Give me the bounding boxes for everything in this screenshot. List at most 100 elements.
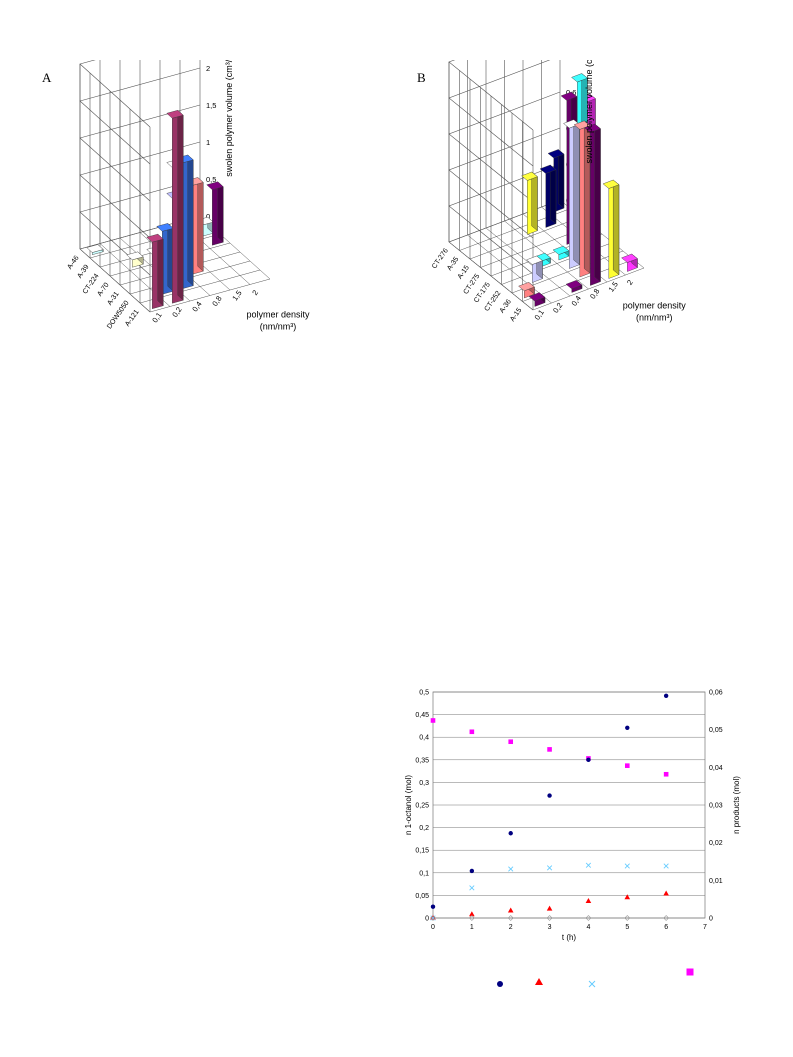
bar: [552, 245, 570, 261]
data-point: [625, 725, 630, 730]
gridline: [79, 104, 201, 202]
data-point: [469, 729, 475, 735]
x-tick-label: 0: [431, 924, 435, 931]
density-tick-label: 0,8: [588, 287, 601, 301]
y-tick-label: 0,05: [415, 893, 429, 900]
bar: [86, 244, 104, 255]
bar-top: [521, 171, 538, 181]
y-tick-label: 0,35: [415, 757, 429, 764]
bar-top: [528, 292, 546, 302]
z-tick-label: 2: [206, 64, 210, 73]
series-tick-label: A-36: [499, 298, 513, 314]
floor-line: [79, 248, 151, 313]
bar-top: [166, 110, 184, 119]
data-point: [468, 915, 475, 921]
data-point: [469, 868, 475, 874]
series-tick-label: A-15: [457, 264, 471, 280]
x-axis-label-line1: polymer density: [623, 301, 687, 311]
bar-side: [549, 164, 557, 225]
bar-side: [594, 123, 601, 283]
legend-marker: [535, 978, 543, 985]
bar-side: [573, 119, 580, 266]
data-point: [663, 693, 669, 698]
gridline: [79, 67, 201, 165]
gridline: [79, 178, 201, 276]
data-point: [430, 915, 436, 921]
y2-axis-label: n products (mol): [732, 776, 741, 834]
bar: [602, 179, 620, 279]
data-point: [546, 865, 553, 871]
series-cross: [430, 862, 669, 921]
gridline: [448, 91, 561, 203]
y-axis-label: n 1-octanol (mol): [404, 775, 413, 835]
bar: [563, 119, 580, 269]
floor-line: [448, 199, 561, 243]
bar-top: [552, 245, 570, 255]
bar-side: [177, 109, 184, 301]
z-tick-label: 0,5: [206, 175, 216, 184]
y-tick-label: 0,4: [419, 735, 429, 742]
bar-top: [86, 244, 104, 253]
z-tick-label: 1: [206, 138, 210, 147]
data-point: [663, 915, 670, 921]
y2-tick-label: 0,03: [709, 803, 723, 810]
x-tick-label: 7: [703, 924, 707, 931]
chart-b-svg: 00,20,40,60,810,10,20,40,81,52A-15A-36CT…: [417, 16, 687, 323]
data-point: [547, 747, 552, 752]
z-tick-label: 1,5: [206, 101, 216, 110]
bar-side: [187, 154, 194, 287]
x-tick-label: 6: [664, 924, 668, 931]
z-tick-label: 0: [206, 212, 210, 221]
z-axis-label: swolen polymer volume (cm³/g): [584, 60, 594, 164]
y-tick-label: 0,3: [419, 780, 429, 787]
x-axis-label-line2: (nm/nm³): [636, 313, 673, 323]
data-point: [430, 915, 436, 921]
panel-label: B: [417, 70, 426, 85]
bar: [166, 109, 184, 304]
density-tick-label: 1,5: [230, 289, 243, 303]
series-tick-label: A-121: [124, 309, 141, 328]
bar: [176, 154, 194, 289]
bar-top: [526, 255, 543, 265]
chart-a: 00,511,522,50,10,20,40,81,52A-121DOW5050…: [30, 27, 390, 360]
bar-top: [602, 179, 620, 189]
bar: [565, 279, 583, 293]
floor-line: [532, 267, 645, 311]
series-tick-label: A-39: [76, 264, 90, 280]
series-triangle: [430, 890, 669, 920]
bar: [621, 253, 638, 272]
scatter-chart: 0 0,05 0,1 0,15 0,2 0,25 0,3 0,35 0,4 0,45 0,5 0 0,0…: [395, 680, 765, 1010]
data-point: [546, 915, 553, 921]
gridline: [448, 163, 561, 275]
y2-tick-label: 0,04: [709, 765, 723, 772]
x-tick-label: 1: [470, 924, 474, 931]
y-tick-label: 0,5: [419, 690, 429, 697]
y2-tick-label: 0,02: [709, 840, 723, 847]
bar: [206, 181, 224, 246]
x-axis-label-line2: (nm/nm³): [260, 321, 297, 331]
bar-top: [584, 123, 601, 133]
density-tick-label: 0,4: [570, 294, 583, 308]
bar: [539, 164, 557, 228]
density-tick-label: 2: [625, 278, 635, 287]
bar-top: [206, 181, 224, 190]
data-point: [430, 904, 436, 909]
data-point: [663, 863, 669, 869]
chart-a-svg: 00,511,522,50,10,20,40,81,52A-121DOW5050…: [42, 27, 310, 331]
gridline: [448, 55, 561, 167]
legend-marker: [588, 980, 596, 988]
x-axis-label-line1: polymer density: [246, 309, 310, 319]
data-point: [624, 915, 631, 921]
series-tick-label: A-70: [96, 282, 110, 298]
bar: [518, 281, 535, 299]
bar-side: [557, 149, 565, 209]
legend-marker: [497, 981, 503, 987]
legend-marker: [686, 968, 694, 976]
z-tick-label: 0,8: [566, 60, 576, 61]
y2-tick-label: 0,01: [709, 878, 723, 885]
data-point: [507, 907, 514, 913]
x-axis-label: t (h): [562, 933, 577, 942]
bar-side: [612, 179, 620, 276]
data-point: [508, 831, 513, 836]
y-tick-label: 0,15: [415, 848, 429, 855]
